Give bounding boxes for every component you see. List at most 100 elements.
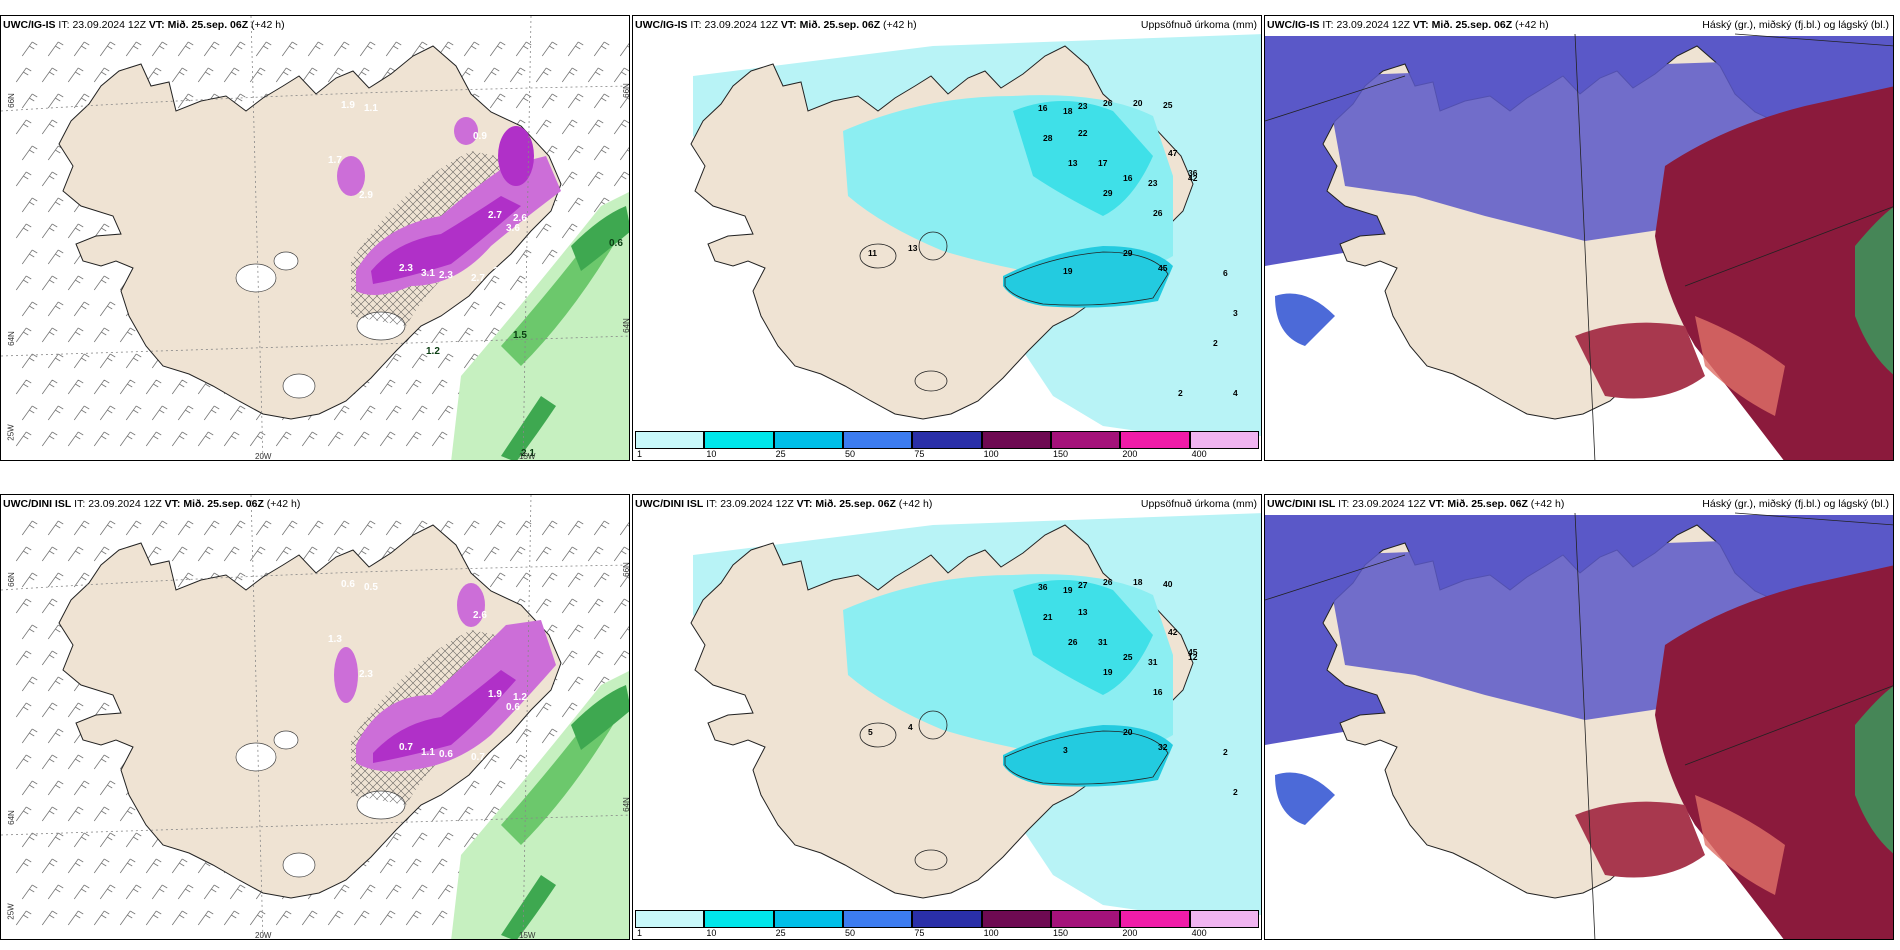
wind-barb: [541, 41, 558, 57]
accum-value-label: 19: [1103, 667, 1113, 677]
wind-barb: [21, 520, 38, 536]
accum-value-label: 5: [868, 727, 873, 737]
wind-barb: [535, 598, 552, 614]
colorbar-swatch: [1189, 910, 1259, 928]
glacier-outline: [1004, 251, 1169, 306]
wind-barb: [73, 41, 90, 57]
wind-barb: [405, 379, 422, 395]
wind-barb: [431, 910, 448, 926]
panel-title: Háský (gr.), miðský (fj.bl.) og lágský (…: [1702, 498, 1889, 510]
colorbar-swatch: [635, 431, 705, 449]
wind-barb: [593, 41, 610, 57]
wind-barb: [489, 572, 506, 588]
colorbar-tick-label: 200: [1122, 928, 1138, 938]
wind-barb: [431, 379, 448, 395]
wind-barb: [561, 67, 578, 83]
colorbar-tick-label: 25: [775, 449, 786, 459]
wind-barb: [437, 405, 454, 421]
wind-barb: [67, 275, 84, 291]
wind-barb: [47, 728, 64, 744]
wind-barb: [67, 67, 84, 83]
wind-barb: [119, 806, 136, 822]
panel-header: UWC/DINI ISL IT: 23.09.2024 12Z VT: Mið.…: [3, 498, 301, 510]
wind-barb: [15, 275, 32, 291]
lon-label: 15W: [519, 452, 536, 461]
wind-barb: [541, 93, 558, 109]
wind-barb: [327, 67, 344, 83]
wind-barb: [15, 327, 32, 343]
wind-barb: [171, 858, 188, 874]
accum-value-label: 26: [1103, 98, 1113, 108]
wind-barb: [73, 301, 90, 317]
wind-barb: [21, 249, 38, 265]
wind-barb: [509, 754, 526, 770]
wind-barb: [15, 858, 32, 874]
wind-barb: [47, 676, 64, 692]
wind-barb: [21, 405, 38, 421]
wind-barb: [47, 832, 64, 848]
wind-barb: [125, 41, 142, 57]
accum-value-label: 18: [1133, 577, 1143, 587]
wind-barb: [229, 405, 246, 421]
wind-barb: [119, 379, 136, 395]
boundary-lines: [1265, 33, 1893, 460]
accum-value-label: 11: [868, 248, 877, 258]
accum-value-label: 13: [908, 243, 918, 253]
colorbar-tick-label: 1: [637, 449, 643, 459]
wind-barb: [67, 431, 84, 447]
snow-area: [454, 117, 478, 145]
wind-barb: [93, 275, 110, 291]
wind-barb: [509, 546, 526, 562]
wind-barb: [541, 728, 558, 744]
accum-value-label: 31: [1148, 657, 1158, 667]
precip-value-label: 2.7: [471, 273, 485, 284]
meridian-15w: [522, 495, 532, 939]
panel-title: Uppsöfnuð úrkoma (mm): [1140, 498, 1257, 510]
precip-value-label: 0.7: [471, 752, 485, 763]
accum-area: [1003, 246, 1173, 308]
wind-barb: [437, 884, 454, 900]
wind-barb: [99, 780, 116, 796]
wind-barb: [515, 249, 532, 265]
wind-barb: [93, 858, 110, 874]
panel-accum-precip-dini: UWC/DINI ISL IT: 23.09.2024 12Z VT: Mið.…: [632, 494, 1262, 940]
panel-header: UWC/IG-IS IT: 23.09.2024 12Z VT: Mið. 25…: [3, 19, 285, 31]
wind-barb: [99, 884, 116, 900]
wind-barb: [41, 546, 58, 562]
cloud-green: [1855, 686, 1893, 854]
wind-barb: [359, 520, 376, 536]
precip-value-label: 1.7: [328, 155, 342, 166]
wind-barb: [379, 910, 396, 926]
wind-barb: [145, 379, 162, 395]
wind-barb: [203, 884, 220, 900]
colorbar-tick-label: 400: [1191, 928, 1207, 938]
colorbar-tick-label: 50: [845, 928, 856, 938]
accum-value-label: 42: [1168, 627, 1178, 637]
wind-barb: [151, 884, 168, 900]
boundary: [1265, 512, 1893, 939]
precip-value-label: 1.1: [421, 747, 435, 758]
wind-barb: [275, 67, 292, 83]
colorbar-tick-label: 200: [1122, 449, 1138, 459]
accum-value-label: 3: [1233, 308, 1238, 318]
accum-value-label: 45: [1158, 263, 1168, 273]
accum-value-label: 31: [1098, 637, 1108, 647]
wind-barb: [281, 41, 298, 57]
wind-barb: [619, 95, 629, 109]
wind-barb: [125, 832, 142, 848]
wind-barb: [301, 431, 318, 447]
wind-barb: [483, 546, 500, 562]
wind-barb: [99, 41, 116, 57]
wind-barb: [203, 520, 220, 536]
wind-barb: [431, 431, 448, 447]
wind-barb: [307, 520, 324, 536]
wind-barb: [255, 41, 272, 57]
precip-value-label: 3.6: [506, 223, 520, 234]
accum-value-label: 13: [1078, 607, 1088, 617]
wind-barb: [489, 520, 506, 536]
wind-barb: [21, 780, 38, 796]
accum-value-label: 13: [1068, 158, 1078, 168]
wind-barb: [327, 546, 344, 562]
wind-barb: [41, 858, 58, 874]
